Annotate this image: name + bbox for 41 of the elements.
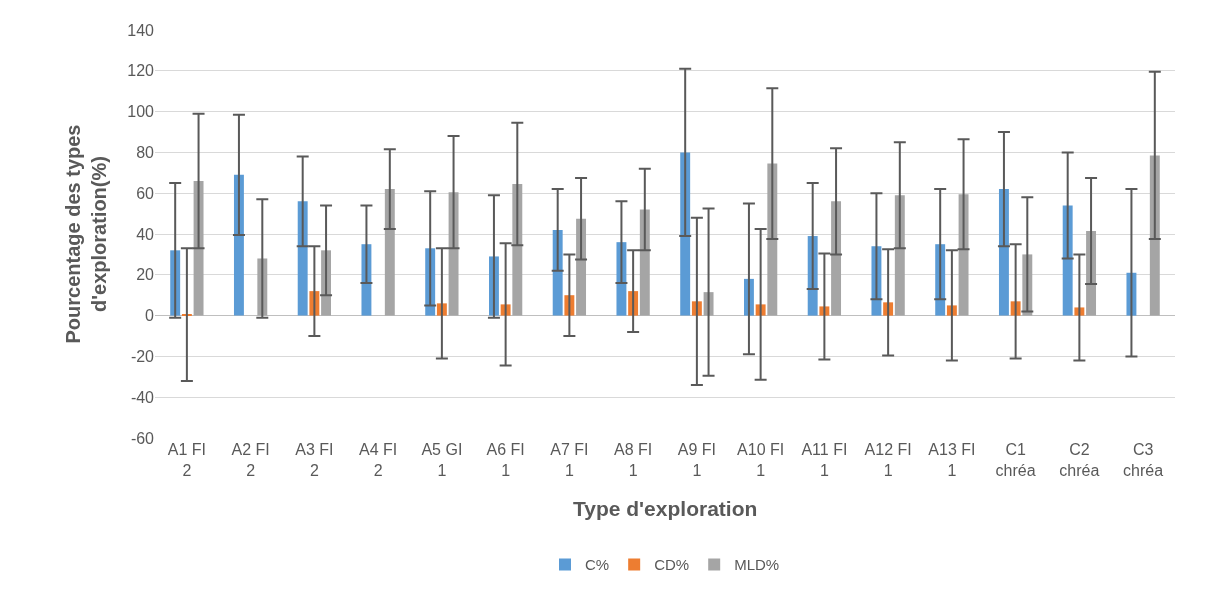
y-tick-label: -40: [130, 388, 155, 406]
y-tick-label: 140: [127, 21, 155, 39]
y-tick-label: 40: [136, 225, 155, 243]
x-axis-title: Type d'exploration: [573, 497, 758, 520]
bar: [193, 180, 204, 316]
y-tick-label: -60: [130, 429, 155, 447]
bar: [958, 194, 969, 316]
x-tick-label: A5 GI 1: [421, 441, 463, 479]
legend-label: CD%: [654, 556, 690, 574]
x-tick-label: A10 FI 1: [737, 441, 785, 479]
y-tick-label: 60: [136, 184, 155, 202]
bar: [576, 218, 587, 316]
x-tick-label: A2 FI 2: [231, 441, 270, 479]
y-tick-label: 100: [127, 103, 155, 121]
y-tick-label: 20: [136, 266, 155, 284]
bar: [448, 192, 459, 316]
y-tick-label: 80: [136, 144, 155, 161]
legend-label: MLD%: [734, 556, 780, 574]
x-tick-label: C3 chréa: [1123, 441, 1164, 479]
y-axis-title: Pourcentage des types d'exploration(%): [61, 124, 110, 344]
y-tick-label: -20: [130, 348, 155, 365]
y-tick-label: 120: [127, 62, 155, 80]
x-tick-label: A6 FI 1: [486, 441, 525, 479]
x-tick-label: C1 chréa: [995, 441, 1036, 479]
x-tick-label: A9 FI 1: [677, 441, 716, 479]
bar: [1062, 205, 1073, 316]
y-tick-label: 0: [145, 307, 155, 325]
x-tick-label: A1 FI 2: [167, 441, 206, 479]
bar: [233, 174, 244, 316]
x-tick-label: A8 FI 1: [614, 441, 653, 479]
x-tick-label: A3 FI 2: [295, 441, 334, 479]
x-tick-label: A7 FI 1: [550, 441, 589, 479]
x-tick-label: A4 FI 2: [359, 441, 398, 479]
x-tick-label: C2 chréa: [1059, 441, 1100, 479]
bar: [998, 189, 1009, 316]
bar: [384, 189, 395, 316]
x-tick-label: A13 FI 1: [928, 441, 976, 479]
bar: [297, 201, 308, 316]
x-tick-label: A11 FI 1: [801, 441, 848, 479]
x-tick-label: A12 FI 1: [864, 441, 912, 479]
legend-label: C%: [585, 556, 610, 574]
